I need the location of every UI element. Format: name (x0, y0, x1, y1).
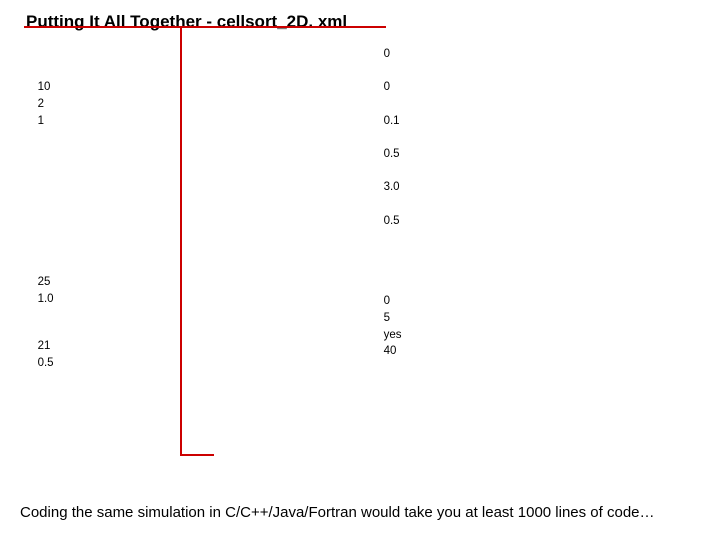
xml-line (374, 229, 700, 246)
page-title: Putting It All Together - cellsort_2D. x… (26, 12, 700, 32)
xml-line: yes (374, 327, 700, 344)
xml-line (28, 46, 354, 63)
xml-line: 10 (28, 79, 354, 96)
xml-line (374, 246, 700, 263)
xml-line (374, 277, 700, 294)
xml-line (374, 63, 700, 80)
xml-line (28, 371, 354, 388)
footer-text: Coding the same simulation in C/C++/Java… (20, 503, 700, 523)
xml-columns: 10 2 1 25 1.0 21 0.5 0 0 0.1 0.5 3.0 0.5… (20, 40, 700, 393)
xml-line: 0.5 (374, 146, 700, 163)
xml-line (374, 96, 700, 113)
accent-line-bottom (180, 454, 214, 456)
xml-line (28, 193, 354, 210)
xml-line: 2 (28, 96, 354, 113)
accent-line-top (24, 26, 386, 28)
xml-line: 5 (374, 310, 700, 327)
xml-line (28, 210, 354, 227)
xml-line: 40 (374, 343, 700, 360)
xml-line (374, 196, 700, 213)
xml-line (374, 163, 700, 180)
xml-line (28, 63, 354, 80)
xml-line: 0 (374, 46, 700, 63)
xml-line (28, 160, 354, 177)
xml-line (374, 377, 700, 394)
xml-line: 0 (374, 293, 700, 310)
xml-line: 1 (28, 113, 354, 130)
xml-line (28, 307, 354, 324)
xml-left-column: 10 2 1 25 1.0 21 0.5 (20, 40, 354, 393)
xml-line: 3.0 (374, 179, 700, 196)
xml-line: 21 (28, 338, 354, 355)
xml-line: 1.0 (28, 291, 354, 308)
xml-line (28, 227, 354, 244)
xml-line: 0.5 (374, 213, 700, 230)
xml-line (374, 360, 700, 377)
xml-right-column: 0 0 0.1 0.5 3.0 0.5 0 5 yes 40 (374, 40, 700, 393)
xml-line: 0.1 (374, 113, 700, 130)
xml-line (28, 129, 354, 146)
xml-line (374, 129, 700, 146)
xml-line (28, 177, 354, 194)
xml-line: 25 (28, 274, 354, 291)
xml-line (28, 257, 354, 274)
xml-line: 0 (374, 79, 700, 96)
xml-line: 0.5 (28, 355, 354, 372)
